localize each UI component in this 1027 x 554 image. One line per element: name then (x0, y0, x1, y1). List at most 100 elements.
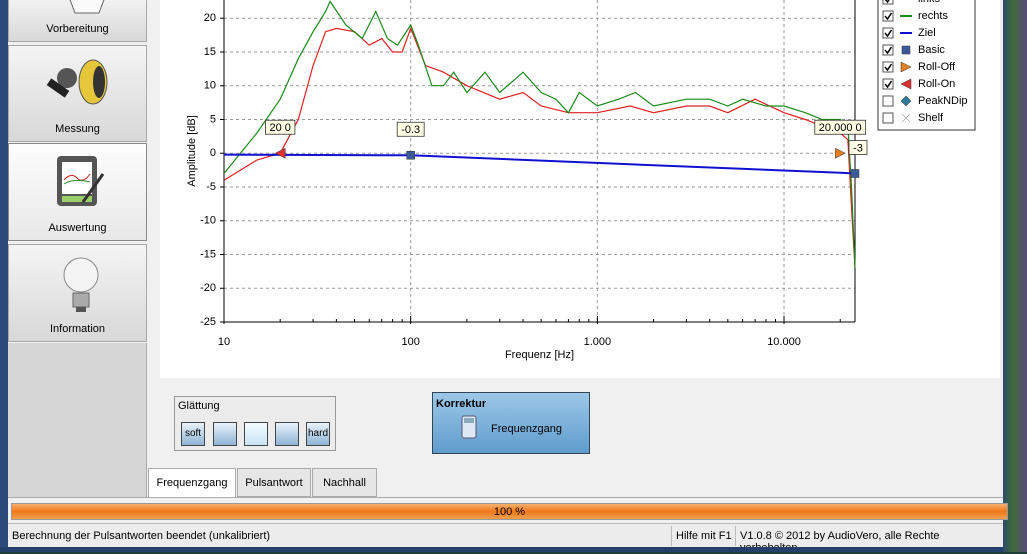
legend-swatch (900, 95, 912, 107)
smoothing-button[interactable] (213, 422, 237, 446)
legend: links rechts Ziel Basic Roll-Off Roll-On PeakN… (877, 0, 976, 131)
legend-check (884, 46, 893, 55)
data-label: 20 0 (265, 119, 296, 135)
button-label: Frequenzgang (491, 423, 562, 435)
legend-swatch (900, 78, 912, 90)
progress-bar (12, 504, 1007, 519)
legend-checkbox (882, 78, 894, 90)
legend-swatch (901, 113, 911, 123)
smoothing-button[interactable]: hard (306, 422, 330, 446)
y-tick-label: -25 (200, 316, 216, 328)
legend-checkbox (882, 61, 894, 73)
data-label-box (396, 121, 425, 137)
legend-label: Roll-Off (918, 61, 956, 73)
smoothing-button[interactable]: soft (181, 422, 205, 446)
plot (224, 0, 856, 269)
sidebar-label: Auswertung (48, 222, 107, 234)
group-title: Glättung (178, 400, 220, 412)
y-axis-label: Amplitude [dB] (186, 115, 198, 187)
y-tick-label: -15 (200, 248, 216, 260)
data-label-text: 20.000 0 (819, 122, 862, 134)
marker (274, 147, 286, 159)
chart: -25 -20 -15 -10 -5 0 5 10 15 20 10 100 1.000 10.000 Fr… (186, 0, 976, 361)
data-label: -0.3 (396, 121, 425, 137)
x-tick-label: 10 (218, 336, 230, 348)
legend-label: links (918, 0, 941, 5)
separator (8, 497, 1003, 498)
chart-panel: -25 -20 -15 -10 -5 0 5 10 15 20 10 100 1.000 10.000 Fr… (160, 0, 1000, 378)
data-label-box (814, 119, 867, 135)
sidebar-button[interactable]: Messung (8, 45, 147, 142)
legend-label: Roll-On (918, 78, 955, 90)
progress-label: 100 % (493, 506, 526, 518)
legend-check (884, 12, 893, 21)
y-tick-label: -5 (206, 181, 216, 193)
legend-checkbox (882, 112, 894, 124)
legend-checkbox (882, 44, 894, 56)
smoothing-group: Glättung soft hard (174, 396, 336, 451)
x-tick-label: 100 (401, 336, 419, 348)
panel-title: Korrektur (436, 398, 487, 410)
icon (57, 156, 105, 206)
series-line (224, 0, 856, 269)
smoothing-button[interactable] (275, 422, 299, 446)
legend-label: Basic (918, 44, 945, 56)
progress-track: 100 % (11, 503, 1008, 520)
window-border (0, 547, 1003, 552)
marker (850, 169, 860, 178)
legend-check (884, 80, 893, 89)
y-tick-label: 10 (204, 80, 216, 92)
data-label: -3 (848, 140, 868, 155)
correction-panel[interactable]: Korrektur Frequenzgang (432, 392, 590, 454)
legend-label: Shelf (918, 112, 944, 124)
data-label-text: -0.3 (401, 124, 420, 136)
y-tick-label: -20 (200, 282, 216, 294)
status-message: Berechnung der Pulsantworten beendet (un… (12, 530, 271, 542)
x-axis-label: Frequenz [Hz] (505, 349, 574, 361)
legend-label: PeakNDip (918, 95, 968, 107)
legend-box (877, 0, 976, 131)
legend-check (884, 0, 890, 4)
legend-check (884, 63, 893, 72)
x-tick-label: 1.000 (584, 336, 612, 348)
y-tick-label: 20 (204, 12, 216, 24)
legend-check (884, 29, 893, 38)
y-tick-label: 0 (210, 147, 216, 159)
data-label: 20.000 0 (814, 119, 867, 135)
legend-label: rechts (918, 10, 948, 22)
icon (69, 0, 105, 14)
data-label-text: -3 (853, 142, 863, 154)
x-tick-label: 10.000 (767, 336, 801, 348)
status-help: Hilfe mit F1 (671, 526, 736, 546)
window-border (0, 0, 8, 552)
data-label-box (848, 140, 868, 155)
sidebar-fill (8, 343, 147, 498)
series-line (224, 26, 856, 269)
status-bar: Berechnung der Pulsantworten beendet (un… (8, 523, 1003, 554)
series-line (224, 153, 856, 175)
y-tick-label: 15 (204, 46, 216, 58)
sidebar-button[interactable]: Vorbereitung (8, 0, 147, 42)
smoothing-button[interactable] (244, 422, 268, 446)
tab[interactable]: Pulsantwort (237, 468, 311, 497)
icon (461, 415, 477, 439)
sidebar-label: Vorbereitung (46, 23, 109, 35)
sidebar-button[interactable]: Information (8, 244, 147, 342)
marker (834, 147, 846, 159)
y-tick-label: 5 (210, 113, 216, 125)
sidebar-button[interactable]: Auswertung (8, 143, 147, 241)
sidebar-label: Information (49, 323, 106, 335)
desktop-edge (1003, 0, 1027, 552)
sidebar-label: Messung (55, 123, 100, 135)
data-label-box (265, 119, 296, 135)
legend-swatch (901, 45, 911, 55)
tab[interactable]: Nachhall (312, 468, 377, 497)
legend-label: Ziel (918, 27, 936, 39)
icon (63, 257, 99, 312)
legend-checkbox (882, 95, 894, 107)
data-label-text: 20 0 (269, 122, 290, 134)
y-tick-label: -10 (200, 215, 216, 227)
status-version: V1.0.8 © 2012 by AudioVero, alle Rechte … (735, 526, 1003, 554)
tab[interactable]: Frequenzgang (148, 468, 236, 497)
